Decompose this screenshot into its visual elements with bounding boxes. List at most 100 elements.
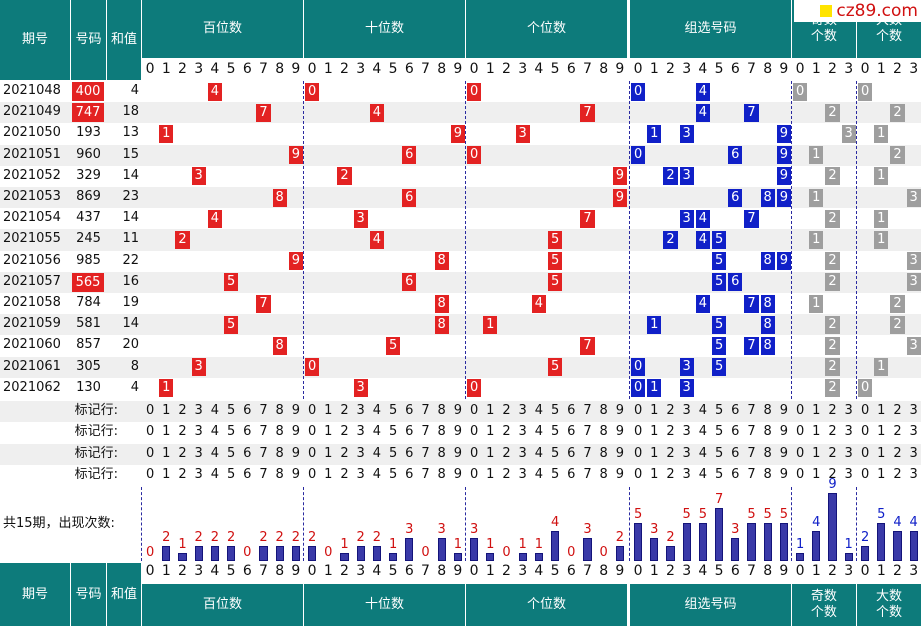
marker-digit[interactable]: 4 [534,403,544,418]
marker-digit[interactable]: 7 [583,445,592,461]
marker-digit[interactable]: 7 [259,403,268,418]
marker-digit[interactable]: 7 [583,424,592,440]
marker-digit[interactable]: 3 [844,424,853,440]
marker-digit[interactable]: 2 [893,424,902,440]
marker-digit[interactable]: 8 [763,424,772,440]
marker-digit[interactable]: 7 [259,445,268,461]
marker-digit[interactable]: 5 [226,466,236,482]
marker-digit[interactable]: 3 [682,403,691,418]
marker-digit[interactable]: 0 [860,466,870,482]
marker-digit[interactable]: 9 [615,466,625,482]
marker-digit[interactable]: 7 [421,403,430,418]
marker-digit[interactable]: 5 [226,445,236,461]
marker-digit[interactable]: 3 [682,445,691,461]
marker-digit[interactable]: 6 [405,403,414,418]
marker-digit[interactable]: 3 [194,445,203,461]
marker-digit[interactable]: 8 [275,445,284,461]
marker-digit[interactable]: 0 [795,424,805,440]
marker-digit[interactable]: 8 [599,466,608,482]
marker-digit[interactable]: 0 [860,445,870,461]
marker-digit[interactable]: 3 [844,466,853,482]
marker-digit[interactable]: 6 [731,466,740,482]
marker-digit[interactable]: 1 [324,466,333,482]
marker-digit[interactable]: 1 [162,403,171,418]
marker-digit[interactable]: 2 [340,424,349,440]
marker-digit[interactable]: 4 [210,424,220,440]
marker-digit[interactable]: 9 [291,445,301,461]
marker-digit[interactable]: 4 [372,403,382,418]
marker-digit[interactable]: 0 [307,445,317,461]
site-logo[interactable]: cz89.com [794,0,921,22]
marker-digit[interactable]: 1 [486,466,495,482]
marker-digit[interactable]: 5 [714,445,724,461]
marker-digit[interactable]: 8 [599,424,608,440]
marker-digit[interactable]: 4 [372,445,382,461]
marker-digit[interactable]: 2 [828,403,837,418]
marker-digit[interactable]: 3 [194,424,203,440]
marker-digit[interactable]: 6 [567,403,576,418]
marker-digit[interactable]: 9 [453,403,463,418]
marker-digit[interactable]: 9 [779,403,789,418]
marker-digit[interactable]: 5 [550,424,560,440]
marker-digit[interactable]: 3 [518,424,527,440]
marker-digit[interactable]: 4 [210,466,220,482]
marker-digit[interactable]: 2 [666,403,675,418]
marker-digit[interactable]: 6 [405,424,414,440]
marker-digit[interactable]: 8 [437,424,446,440]
marker-digit[interactable]: 8 [763,445,772,461]
marker-digit[interactable]: 1 [162,466,171,482]
marker-digit[interactable]: 5 [388,403,398,418]
marker-digit[interactable]: 1 [877,424,886,440]
marker-digit[interactable]: 2 [893,466,902,482]
marker-digit[interactable]: 5 [550,466,560,482]
marker-digit[interactable]: 7 [583,403,592,418]
marker-digit[interactable]: 6 [243,466,252,482]
marker-digit[interactable]: 9 [779,466,789,482]
marker-digit[interactable]: 0 [633,466,643,482]
marker-digit[interactable]: 5 [388,445,398,461]
marker-digit[interactable]: 7 [421,445,430,461]
marker-digit[interactable]: 2 [666,445,675,461]
marker-digit[interactable]: 3 [909,466,918,482]
marker-digit[interactable]: 3 [356,424,365,440]
marker-digit[interactable]: 2 [893,445,902,461]
marker-digit[interactable]: 7 [747,403,756,418]
marker-digit[interactable]: 3 [194,403,203,418]
marker-digit[interactable]: 1 [324,445,333,461]
marker-digit[interactable]: 3 [909,403,918,418]
marker-digit[interactable]: 9 [291,466,301,482]
marker-digit[interactable]: 0 [469,466,479,482]
marker-digit[interactable]: 6 [243,403,252,418]
marker-digit[interactable]: 7 [747,466,756,482]
marker-digit[interactable]: 4 [698,424,708,440]
marker-digit[interactable]: 4 [698,403,708,418]
marker-digit[interactable]: 2 [502,424,511,440]
marker-digit[interactable]: 3 [909,424,918,440]
marker-digit[interactable]: 1 [486,424,495,440]
marker-digit[interactable]: 5 [714,466,724,482]
marker-digit[interactable]: 1 [877,403,886,418]
marker-digit[interactable]: 0 [145,403,155,418]
marker-digit[interactable]: 0 [633,424,643,440]
marker-digit[interactable]: 1 [486,403,495,418]
marker-digit[interactable]: 2 [666,424,675,440]
marker-digit[interactable]: 6 [405,466,414,482]
marker-digit[interactable]: 9 [291,424,301,440]
marker-digit[interactable]: 3 [682,466,691,482]
marker-digit[interactable]: 3 [194,466,203,482]
marker-digit[interactable]: 0 [633,403,643,418]
marker-digit[interactable]: 4 [534,424,544,440]
marker-digit[interactable]: 1 [812,424,821,440]
marker-digit[interactable]: 4 [534,445,544,461]
marker-digit[interactable]: 6 [243,424,252,440]
marker-digit[interactable]: 1 [486,445,495,461]
marker-digit[interactable]: 9 [779,424,789,440]
marker-digit[interactable]: 5 [714,403,724,418]
marker-digit[interactable]: 6 [567,445,576,461]
marker-digit[interactable]: 9 [615,403,625,418]
marker-digit[interactable]: 6 [243,445,252,461]
marker-digit[interactable]: 4 [372,466,382,482]
marker-digit[interactable]: 0 [795,445,805,461]
marker-digit[interactable]: 4 [698,445,708,461]
marker-digit[interactable]: 8 [437,403,446,418]
